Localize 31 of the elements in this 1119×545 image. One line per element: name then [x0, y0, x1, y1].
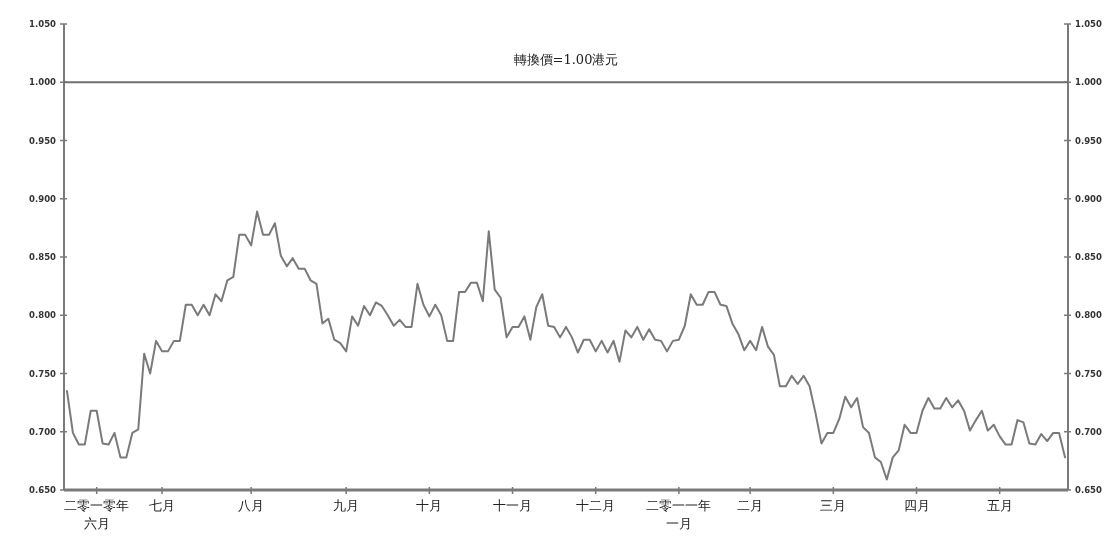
x-tick-label: 二零一零年六月	[64, 498, 130, 531]
y-tick-label: 0.700	[29, 426, 57, 437]
x-tick-label: 五月	[986, 498, 1013, 513]
y2-tick-label: 0.850	[1075, 252, 1102, 262]
x-tick-label: 十二月	[576, 498, 616, 513]
y-tick-label: 0.900	[29, 193, 57, 204]
y-tick-label: 0.650	[29, 485, 57, 495]
y-tick-label: 0.950	[29, 135, 57, 146]
y-tick-label: 0.850	[29, 252, 57, 262]
y2-tick-label: 0.900	[1075, 193, 1102, 204]
y-tick-label: 1.000	[29, 77, 57, 88]
x-tick-label: 十一月	[493, 498, 533, 513]
y2-tick-label: 0.700	[1075, 426, 1102, 437]
y-tick-label: 1.050	[29, 19, 57, 29]
y2-tick-label: 1.050	[1075, 19, 1102, 29]
x-tick-label: 二零一一年一月	[646, 498, 712, 531]
y-tick-label: 0.750	[29, 368, 57, 379]
x-tick-label: 九月	[333, 498, 360, 513]
y-tick-label: 0.800	[29, 310, 57, 321]
x-tick-label: 七月	[149, 498, 176, 513]
x-tick-label: 二月	[737, 498, 764, 513]
y2-tick-label: 0.650	[1075, 485, 1102, 495]
x-tick-label: 四月	[903, 498, 930, 513]
y2-tick-label: 0.950	[1075, 135, 1102, 146]
x-tick-label: 三月	[820, 498, 847, 513]
y2-tick-label: 1.000	[1075, 77, 1102, 88]
y2-tick-label: 0.750	[1075, 368, 1102, 379]
ref-line-label: 轉換價=1.00港元	[513, 52, 619, 68]
y2-tick-label: 0.800	[1075, 310, 1102, 321]
x-tick-label: 十月	[416, 498, 443, 513]
x-tick-label: 八月	[238, 498, 265, 513]
